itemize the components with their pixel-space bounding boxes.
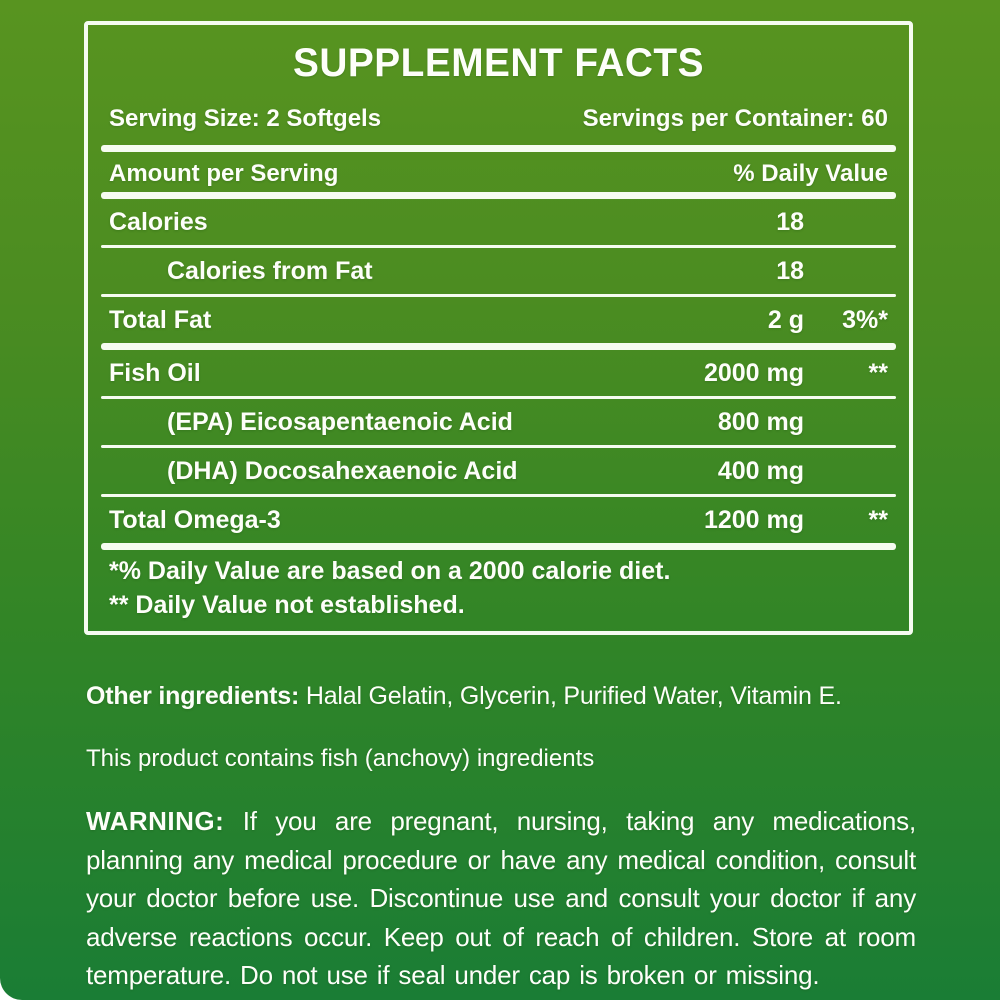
row-divider — [101, 543, 896, 550]
nutrient-name: Total Fat — [109, 305, 212, 334]
row-divider — [101, 396, 896, 399]
nutrient-name: Calories from Fat — [167, 256, 373, 285]
nutrient-amount: 18 — [776, 207, 804, 236]
other-ingredients-label: Other ingredients: — [86, 682, 300, 710]
row-divider — [101, 494, 896, 497]
serving-info-row: Serving Size: 2 Softgels Servings per Co… — [109, 106, 888, 132]
nutrient-amount: 2000 mg — [703, 358, 804, 387]
footnote-not-established: ** Daily Value not established. — [109, 591, 465, 619]
nutrient-amount: 800 mg — [717, 407, 804, 436]
footnotes: *% Daily Value are based on a 2000 calor… — [109, 554, 888, 622]
nutrient-daily-value: 3%* — [842, 305, 888, 334]
daily-value-header: % Daily Value — [733, 160, 888, 187]
nutrient-amount: 1200 mg — [703, 505, 804, 534]
nutrient-amount: 400 mg — [717, 456, 804, 485]
nutrient-name: (DHA) Docosahexaenoic Acid — [167, 456, 518, 485]
nutrient-amount: 2 g — [767, 305, 804, 334]
table-row: Fish Oil 2000 mg ** — [109, 350, 888, 396]
divider-thick — [101, 145, 896, 152]
table-row: Calories 18 — [109, 199, 888, 245]
table-row: (DHA) Docosahexaenoic Acid 400 mg — [109, 448, 888, 494]
nutrient-amount: 18 — [776, 256, 804, 285]
facts-header-row: Amount per Serving % Daily Value — [109, 161, 888, 187]
nutrient-name: Calories — [109, 207, 208, 236]
table-row: Calories from Fat 18 — [109, 248, 888, 294]
allergen-note: This product contains fish (anchovy) ing… — [86, 745, 595, 772]
table-row: (EPA) Eicosapentaenoic Acid 800 mg — [109, 399, 888, 445]
other-ingredients: Other ingredients: Halal Gelatin, Glycer… — [86, 681, 916, 711]
serving-size: Serving Size: 2 Softgels — [109, 105, 382, 132]
row-divider — [101, 294, 896, 297]
nutrient-name: Fish Oil — [109, 358, 201, 387]
row-divider — [101, 343, 896, 350]
supplement-facts-panel: SUPPLEMENT FACTS Serving Size: 2 Softgel… — [84, 21, 913, 635]
other-ingredients-list: Halal Gelatin, Glycerin, Purified Water,… — [299, 682, 842, 710]
divider-thick — [101, 192, 896, 199]
warning-paragraph: WARNING: If you are pregnant, nursing, t… — [86, 802, 916, 995]
servings-per-container: Servings per Container: 60 — [582, 105, 888, 132]
warning-label: WARNING: — [86, 806, 225, 836]
table-row: Total Omega-3 1200 mg ** — [109, 497, 888, 543]
row-divider — [101, 445, 896, 448]
nutrient-daily-value: ** — [868, 505, 888, 534]
nutrient-name: Total Omega-3 — [109, 505, 281, 534]
warning-text: If you are pregnant, nursing, taking any… — [86, 806, 916, 990]
supplement-facts-title: SUPPLEMENT FACTS — [293, 41, 704, 85]
facts-rows: Calories 18 Calories from Fat 18 Total F… — [101, 199, 896, 550]
footnote-daily-value: *% Daily Value are based on a 2000 calor… — [109, 557, 671, 585]
nutrient-name: (EPA) Eicosapentaenoic Acid — [167, 407, 513, 436]
table-row: Total Fat 2 g 3%* — [109, 297, 888, 343]
amount-per-serving-header: Amount per Serving — [109, 160, 339, 187]
nutrient-daily-value: ** — [868, 358, 888, 387]
row-divider — [101, 245, 896, 248]
